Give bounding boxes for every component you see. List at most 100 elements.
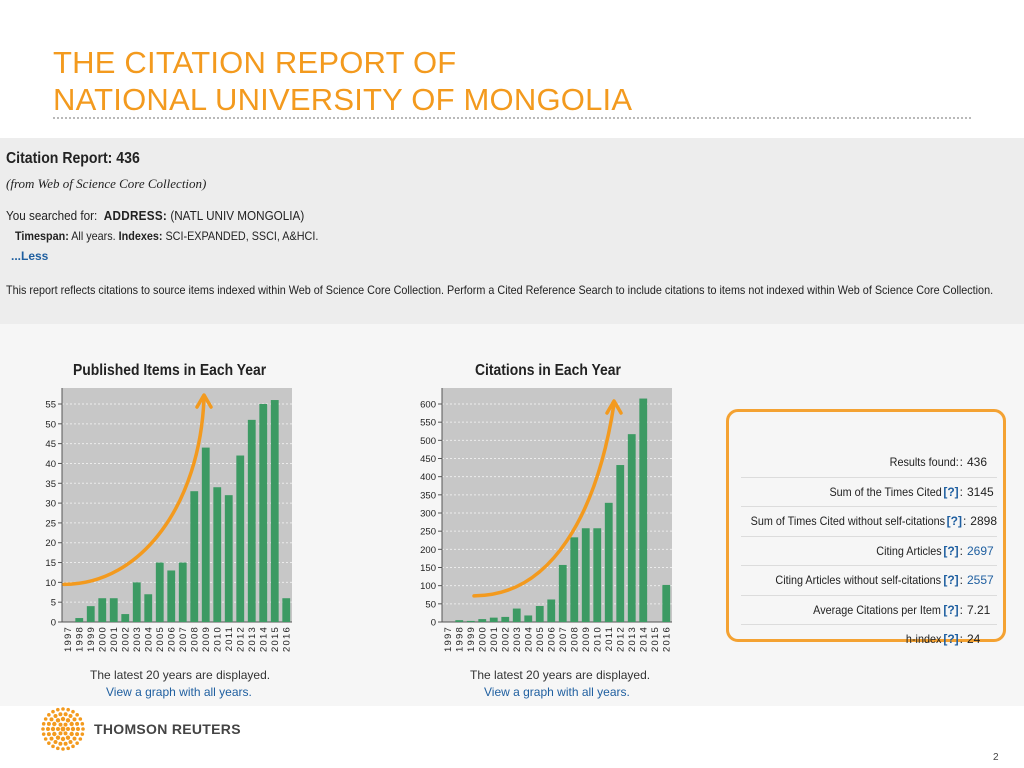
logo-dot xyxy=(49,717,54,722)
x-tick-label: 2004 xyxy=(523,626,534,652)
citations-all-years-link[interactable]: View a graph with all years. xyxy=(484,685,630,699)
help-link[interactable]: [?] xyxy=(946,514,962,529)
logo-dot xyxy=(60,716,66,722)
growth-trend-arrowhead xyxy=(195,393,213,409)
bar-2008 xyxy=(570,537,579,622)
stat-value[interactable]: 2697 xyxy=(967,543,994,558)
logo-dot xyxy=(63,741,68,746)
bar-1999 xyxy=(466,620,475,622)
logo-dot xyxy=(65,718,71,723)
stat-label: Results found: xyxy=(889,455,959,470)
y-tick-label: 50 xyxy=(45,419,56,430)
x-tick-label: 2010 xyxy=(592,626,603,652)
x-tick-label: 2012 xyxy=(235,626,246,652)
bar-2001 xyxy=(489,617,498,622)
citations-note: The latest 20 years are displayed. xyxy=(470,668,651,682)
bar-2016 xyxy=(662,584,671,622)
logo-dot xyxy=(72,736,77,741)
x-tick-label: 2007 xyxy=(178,626,189,652)
logo-dot xyxy=(60,726,66,732)
bar-2013 xyxy=(627,434,636,622)
logo-dot xyxy=(58,712,63,717)
x-tick-label: 2006 xyxy=(546,626,557,652)
help-link[interactable]: [?] xyxy=(943,484,959,499)
x-tick-label: 2011 xyxy=(224,626,235,651)
x-tick-label: 2014 xyxy=(638,626,649,652)
x-tick-label: 2009 xyxy=(581,626,592,652)
thomson-reuters-brand: THOMSON REUTERS xyxy=(94,721,241,737)
logo-dot xyxy=(47,741,51,745)
y-tick-label: 20 xyxy=(45,538,56,549)
logo-dot xyxy=(61,707,65,711)
bar-2004 xyxy=(524,615,533,622)
help-link[interactable]: [?] xyxy=(943,602,959,617)
logo-dot xyxy=(70,726,76,732)
indexes-value: SCI-EXPANDED, SSCI, A&HCI. xyxy=(165,229,319,243)
bar-2013 xyxy=(247,419,256,622)
bar-2014 xyxy=(639,398,648,622)
stat-value: 436 xyxy=(967,455,988,470)
bar-2009 xyxy=(201,447,210,622)
stat-value: 2898 xyxy=(970,514,997,529)
logo-dot xyxy=(46,721,51,726)
y-tick-label: 250 xyxy=(420,527,436,538)
x-tick-label: 2015 xyxy=(270,626,281,652)
stat-row: Sum of Times Cited without self-citation… xyxy=(741,507,997,537)
x-tick-label: 1999 xyxy=(86,626,97,652)
logo-dot xyxy=(51,744,55,749)
bar-2002 xyxy=(121,614,130,622)
published-items-note: The latest 20 years are displayed. xyxy=(90,668,271,682)
page-number: 2 xyxy=(993,752,999,763)
published-items-all-years-link[interactable]: View a graph with all years. xyxy=(106,685,252,699)
stat-value[interactable]: 2557 xyxy=(967,573,994,588)
stat-row: Citing Articles without self-citations [?… xyxy=(741,566,997,596)
x-tick-label: 2002 xyxy=(120,626,131,652)
stat-label: h-index xyxy=(905,632,942,647)
help-link[interactable]: [?] xyxy=(943,632,959,647)
logo-dot xyxy=(81,727,85,731)
x-tick-label: 2016 xyxy=(281,626,292,652)
stat-label: Sum of Times Cited without self-citation… xyxy=(750,514,945,529)
stat-colon: : xyxy=(959,455,963,470)
y-tick-label: 55 xyxy=(45,400,56,411)
y-tick-label: 50 xyxy=(425,599,436,610)
help-link[interactable]: [?] xyxy=(943,573,959,588)
logo-dot xyxy=(56,727,60,731)
logo-dot xyxy=(80,732,85,736)
y-tick-label: 15 xyxy=(45,558,56,569)
x-tick-label: 2008 xyxy=(189,626,200,652)
stat-row: Average Citations per Item [?]:7.21 xyxy=(741,596,997,625)
logo-dot xyxy=(52,731,57,737)
bar-2003 xyxy=(512,608,521,622)
bar-2000 xyxy=(478,619,487,622)
bar-2010 xyxy=(213,487,222,622)
y-tick-label: 200 xyxy=(420,545,436,556)
indexes-label: Indexes: xyxy=(118,229,163,243)
searched-label: You searched for: xyxy=(6,208,98,223)
y-tick-label: 30 xyxy=(45,499,56,510)
logo-dot xyxy=(47,713,51,717)
logo-dot xyxy=(50,726,56,732)
bar-2005 xyxy=(535,606,544,622)
logo-dot xyxy=(68,739,73,744)
bar-2010 xyxy=(593,528,602,622)
help-link[interactable]: [?] xyxy=(943,543,959,558)
bar-1998 xyxy=(75,618,84,622)
x-tick-label: 2010 xyxy=(212,626,223,652)
logo-dot xyxy=(72,717,77,722)
x-tick-label: 2015 xyxy=(650,626,661,652)
citations-chart-title: Citations in Each Year xyxy=(475,362,621,379)
y-tick-label: 25 xyxy=(45,518,56,529)
logo-dot xyxy=(51,709,55,714)
bar-2011 xyxy=(224,495,233,622)
bar-2002 xyxy=(501,616,510,622)
slide-title-line-1: THE CITATION REPORT OF xyxy=(53,45,457,80)
y-tick-label: 100 xyxy=(420,581,436,592)
less-link[interactable]: ...Less xyxy=(11,249,49,263)
x-tick-label: 1998 xyxy=(454,626,465,652)
y-tick-label: 350 xyxy=(420,490,436,501)
stat-colon: : xyxy=(959,484,963,499)
x-tick-label: 2000 xyxy=(477,626,488,652)
logo-dot xyxy=(43,717,48,721)
bar-2015 xyxy=(270,400,279,622)
